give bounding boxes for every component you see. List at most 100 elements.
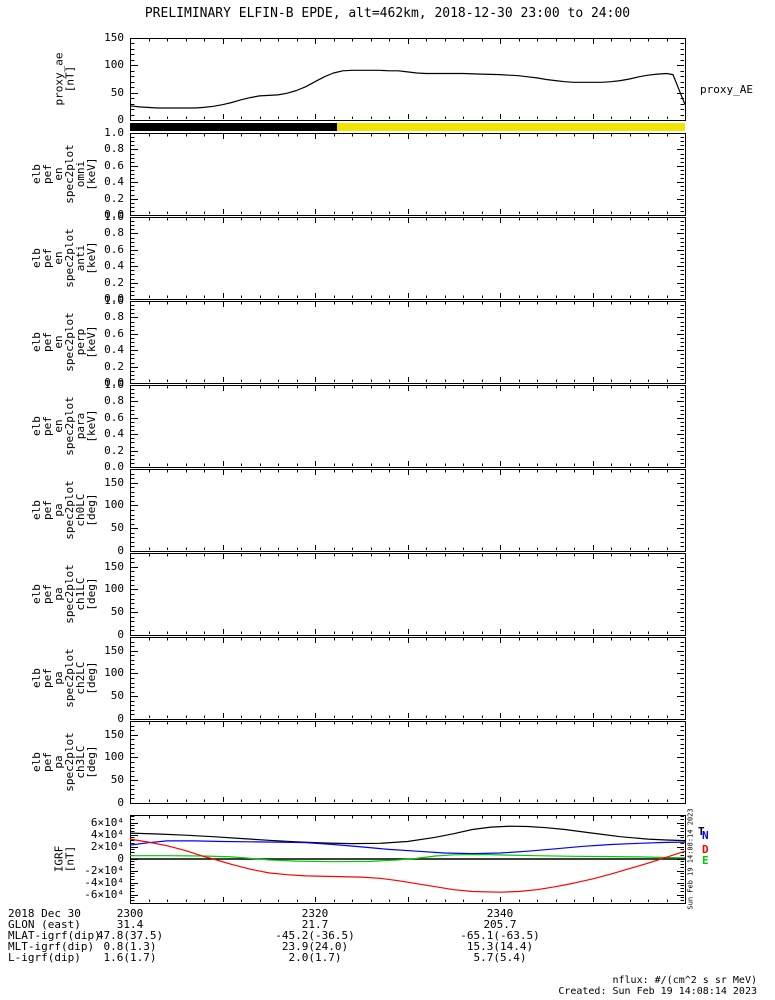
ytick-label-elb_pef_pa_spec2plot_ch3LC: 150 — [104, 727, 124, 741]
survey-mode-strip-segment-1 — [337, 123, 685, 131]
footer-nflux-units: nflux: #/(cm^2 s sr MeV) — [612, 975, 758, 986]
ytick-label-elb_pef_en_spec2plot_perp: 1.0 — [104, 294, 124, 307]
ytick-label-elb_pef_en_spec2plot_para: 0.2 — [104, 443, 124, 457]
y-axis-label-elb_pef_pa_spec2plot_ch1LC: elb pef pa spec2plot ch1LC [deg] — [29, 564, 98, 624]
ytick-label-IGRF: 0 — [117, 852, 124, 865]
series-IGRF-D — [129, 838, 686, 893]
series-IGRF-N — [129, 840, 686, 855]
y-axis-label-elb_pef_pa_spec2plot_ch2LC: elb pef pa spec2plot ch2LC [deg] — [29, 648, 98, 708]
panel-frame-elb_pef_pa_spec2plot_ch2LC — [130, 637, 686, 720]
panel-frame-elb_pef_en_spec2plot_para — [130, 385, 686, 468]
ytick-label-elb_pef_pa_spec2plot_ch0LC: 150 — [104, 475, 124, 489]
bottom-date-label: 2018 Dec 30 — [8, 907, 81, 920]
panel-frame-elb_pef_pa_spec2plot_ch0LC — [130, 469, 686, 552]
ytick-label-elb_pef_pa_spec2plot_ch1LC: 150 — [104, 559, 124, 573]
ytick-label-elb_pef_en_spec2plot_omni: 0.0 — [104, 208, 124, 221]
ytick-label-elb_pef_en_spec2plot_anti: 0.8 — [104, 226, 124, 240]
lshell-value: 1.6(1.7) — [103, 951, 157, 964]
y-axis-label-wrap-IGRF: IGRF [nT] — [6, 815, 122, 903]
series-IGRF-E — [130, 853, 686, 863]
xtick-time-label: 2320 — [301, 907, 329, 920]
series-IGRF-T — [129, 825, 686, 845]
panel-frame-elb_pef_en_spec2plot_perp — [130, 301, 686, 384]
ytick-label-IGRF: 6×10⁴ — [90, 815, 124, 829]
ytick-label-elb_pef_en_spec2plot_omni: 0.8 — [104, 142, 124, 156]
ytick-label-elb_pef_en_spec2plot_anti: 0.2 — [104, 275, 124, 289]
ytick-label-elb_pef_en_spec2plot_omni: 0.6 — [104, 158, 124, 172]
ytick-label-IGRF: 2×10⁴ — [90, 839, 124, 853]
ytick-label-elb_pef_pa_spec2plot_ch2LC: 100 — [104, 666, 124, 680]
ytick-label-elb_pef_en_spec2plot_omni: 1.0 — [104, 126, 124, 139]
ytick-label-proxy_ae: 100 — [104, 58, 124, 72]
ytick-label-elb_pef_pa_spec2plot_ch1LC: 50 — [110, 605, 124, 619]
legend-letter-D: D — [702, 843, 709, 856]
bottom-row-label-1: MLAT-igrf(dip) — [8, 929, 101, 942]
xtick-time-label: 2300 — [116, 907, 144, 920]
y-axis-label-wrap-elb_pef_pa_spec2plot_ch1LC: elb pef pa spec2plot ch1LC [deg] — [6, 553, 122, 635]
legend-letter-E: E — [702, 854, 709, 867]
lshell-value: 5.7(5.4) — [473, 951, 527, 964]
ytick-label-elb_pef_pa_spec2plot_ch0LC: 50 — [110, 521, 124, 535]
panel-frame-proxy_ae — [130, 38, 686, 121]
ytick-label-IGRF: -6×10⁴ — [84, 888, 124, 902]
bottom-row-label-3: L-igrf(dip) — [8, 951, 81, 964]
ytick-label-elb_pef_en_spec2plot_para: 0.8 — [104, 394, 124, 408]
right-label-proxy_ae: proxy_AE — [700, 83, 753, 96]
panel-frame-elb_pef_en_spec2plot_omni — [130, 133, 686, 216]
ytick-label-IGRF: -2×10⁴ — [84, 864, 124, 878]
ytick-label-elb_pef_en_spec2plot_para: 1.0 — [104, 378, 124, 391]
ytick-label-elb_pef_pa_spec2plot_ch3LC: 0 — [117, 796, 124, 809]
panel-frame-elb_pef_pa_spec2plot_ch1LC — [130, 553, 686, 636]
bottom-row-label-2: MLT-igrf(dip) — [8, 940, 95, 953]
ytick-label-elb_pef_en_spec2plot_anti: 1.0 — [104, 210, 124, 223]
survey-mode-strip-segment-0 — [130, 123, 338, 131]
y-axis-label-elb_pef_pa_spec2plot_ch0LC: elb pef pa spec2plot ch0LC [deg] — [29, 480, 98, 540]
ytick-label-elb_pef_pa_spec2plot_ch2LC: 50 — [110, 689, 124, 703]
ytick-label-elb_pef_en_spec2plot_perp: 0.0 — [104, 376, 124, 389]
y-axis-label-wrap-elb_pef_en_spec2plot_omni: elb pef en spec2plot omni [keV] — [6, 133, 122, 215]
ytick-label-elb_pef_en_spec2plot_anti: 0.0 — [104, 292, 124, 305]
footer-created-timestamp: Created: Sun Feb 19 14:08:14 2023 — [558, 986, 757, 997]
y-axis-label-elb_pef_en_spec2plot_anti: elb pef en spec2plot anti [keV] — [29, 228, 98, 288]
y-axis-label-wrap-proxy_ae: proxy_ae [nT] — [6, 38, 122, 120]
ytick-label-elb_pef_en_spec2plot_anti: 0.6 — [104, 242, 124, 256]
xtick-time-label: 2340 — [486, 907, 514, 920]
ytick-label-elb_pef_pa_spec2plot_ch2LC: 0 — [117, 712, 124, 725]
y-axis-label-IGRF: IGRF [nT] — [52, 845, 76, 873]
legend-letter-N: N — [702, 829, 709, 842]
y-axis-label-elb_pef_en_spec2plot_omni: elb pef en spec2plot omni [keV] — [29, 144, 98, 204]
mlt-value: 23.9(24.0) — [281, 940, 349, 953]
series-proxy_ae-proxy_AE — [129, 69, 686, 109]
ytick-label-elb_pef_en_spec2plot_perp: 0.8 — [104, 310, 124, 324]
mlat-value: -65.1(-63.5) — [460, 929, 540, 942]
y-axis-label-wrap-elb_pef_en_spec2plot_para: elb pef en spec2plot para [keV] — [6, 385, 122, 467]
ytick-label-elb_pef_en_spec2plot_omni: 0.4 — [104, 175, 124, 189]
ytick-label-elb_pef_pa_spec2plot_ch3LC: 50 — [110, 773, 124, 787]
ytick-label-IGRF: 4×10⁴ — [90, 827, 124, 841]
glon-value: 205.7 — [483, 918, 517, 931]
ytick-label-proxy_ae: 150 — [104, 31, 124, 44]
ytick-label-elb_pef_en_spec2plot_perp: 0.2 — [104, 359, 124, 373]
ytick-label-elb_pef_pa_spec2plot_ch0LC: 100 — [104, 498, 124, 512]
ytick-label-elb_pef_en_spec2plot_para: 0.4 — [104, 427, 124, 441]
y-axis-label-wrap-elb_pef_en_spec2plot_perp: elb pef en spec2plot perp [keV] — [6, 301, 122, 383]
panel-frame-elb_pef_pa_spec2plot_ch3LC — [130, 721, 686, 804]
y-axis-label-wrap-elb_pef_en_spec2plot_anti: elb pef en spec2plot anti [keV] — [6, 217, 122, 299]
glon-value: 21.7 — [301, 918, 329, 931]
y-axis-label-elb_pef_en_spec2plot_para: elb pef en spec2plot para [keV] — [29, 396, 98, 456]
mlt-value: 0.8(1.3) — [103, 940, 157, 953]
ytick-label-elb_pef_pa_spec2plot_ch1LC: 0 — [117, 628, 124, 641]
y-axis-label-proxy_ae: proxy_ae [nT] — [51, 52, 76, 106]
ytick-label-elb_pef_pa_spec2plot_ch2LC: 150 — [104, 643, 124, 657]
ytick-label-proxy_ae: 50 — [110, 85, 124, 99]
ytick-label-elb_pef_en_spec2plot_omni: 0.2 — [104, 191, 124, 205]
legend-letter-T: T — [698, 825, 705, 838]
ytick-label-elb_pef_en_spec2plot_para: 0.0 — [104, 460, 124, 473]
y-axis-label-wrap-elb_pef_pa_spec2plot_ch3LC: elb pef pa spec2plot ch3LC [deg] — [6, 721, 122, 803]
ytick-label-proxy_ae: 0 — [117, 113, 124, 126]
glon-value: 31.4 — [116, 918, 144, 931]
mlt-value: 15.3(14.4) — [466, 940, 534, 953]
page-title: PRELIMINARY ELFIN-B EPDE, alt=462km, 201… — [144, 6, 631, 21]
ytick-label-elb_pef_en_spec2plot_anti: 0.4 — [104, 259, 124, 273]
